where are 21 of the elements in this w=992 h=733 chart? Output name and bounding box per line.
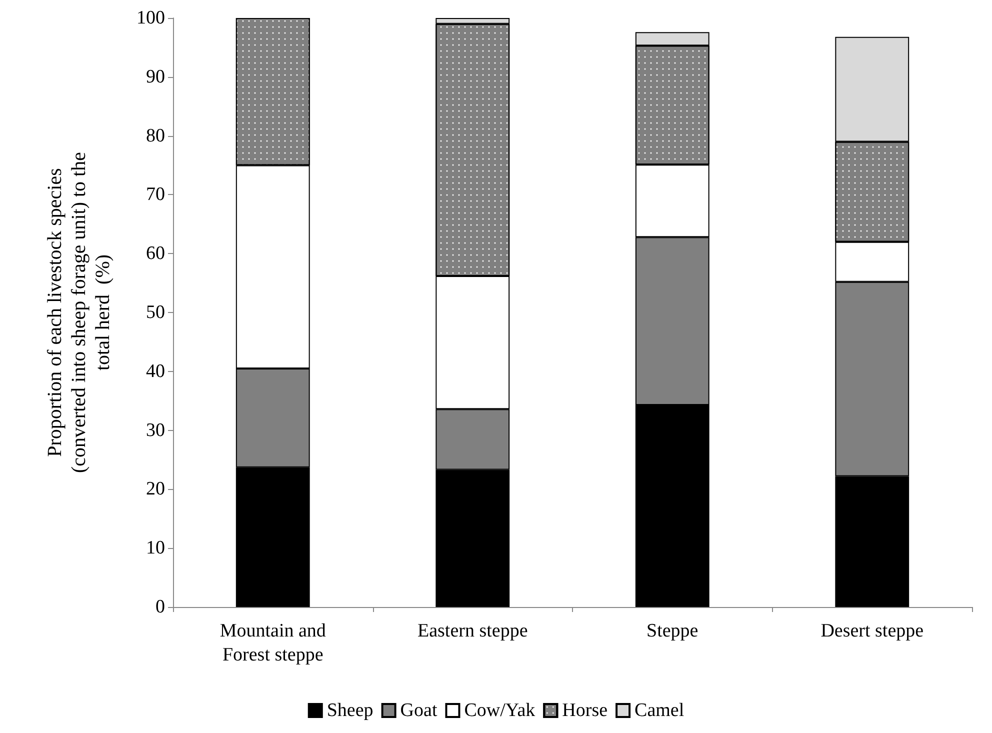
y-tick-label: 70 <box>146 184 165 206</box>
x-tick-label: Desert steppe <box>820 620 924 642</box>
legend-label: Camel <box>634 700 684 721</box>
y-tick-label: 50 <box>146 302 165 323</box>
y-tick-label: 10 <box>146 538 165 559</box>
legend-label: Horse <box>562 700 608 721</box>
y-tick-label: 100 <box>136 8 165 28</box>
legend-label: Cow/Yak <box>464 700 536 721</box>
y-tick-label: 0 <box>156 596 165 618</box>
x-tick-label: Mountain and Forest steppe <box>220 620 326 666</box>
y-tick-label: 80 <box>146 125 165 146</box>
y-tick-label: 90 <box>146 66 165 88</box>
legend-label: Goat <box>400 700 438 721</box>
y-tick-label: 20 <box>146 478 165 500</box>
y-tick-label: 30 <box>146 420 165 441</box>
x-tick-label: Eastern steppe <box>417 620 528 642</box>
y-tick-label: 60 <box>146 243 165 264</box>
y-tick-label: 40 <box>146 360 165 382</box>
y-axis-title: Proportion of each livestock species (converted into sheep forage unit) to the total herd (%) <box>44 152 114 473</box>
x-tick-label: Steppe <box>646 620 698 642</box>
legend-label: Sheep <box>326 700 374 721</box>
